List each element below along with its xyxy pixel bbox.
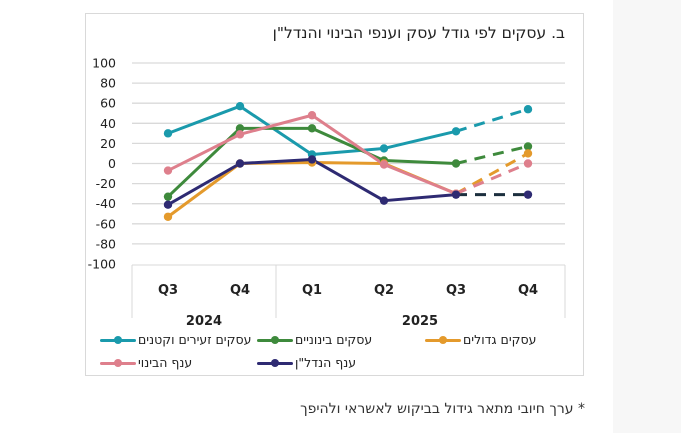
legend-item: עסקים בינוניים xyxy=(257,332,372,347)
y-tick-label: 0 xyxy=(108,156,116,171)
x-tick-label: Q3 xyxy=(446,283,466,298)
series-forecast-line xyxy=(455,144,529,165)
y-tick-label: -100 xyxy=(88,257,116,272)
data-point xyxy=(163,166,173,175)
legend-label: ענף הנדל"ן xyxy=(295,355,357,370)
data-point xyxy=(379,144,389,153)
side-panel xyxy=(613,0,681,433)
data-point xyxy=(451,159,461,168)
data-point xyxy=(235,102,245,111)
x-tick-label: Q1 xyxy=(302,283,322,298)
y-axis-ticks: 100 80 60 40 20 0 -20 -40 -60 -80 -100 xyxy=(88,56,116,272)
data-point xyxy=(451,190,461,199)
legend-item: ענף הנדל"ן xyxy=(257,355,356,370)
legend-label: עסקים בינוניים xyxy=(295,332,373,347)
legend-item: עסקים זעירים וקטנים xyxy=(100,332,251,347)
category-axis: Q3 Q4 Q1 Q2 Q3 Q4 2024 2025 xyxy=(131,264,566,329)
legend-swatch xyxy=(100,334,136,346)
data-point xyxy=(523,159,533,168)
y-tick-label: 80 xyxy=(100,76,116,91)
y-tick-label: 100 xyxy=(92,56,116,71)
data-point xyxy=(163,129,173,138)
data-point xyxy=(307,111,317,120)
y-tick-label: 20 xyxy=(100,136,116,151)
data-point xyxy=(163,200,173,209)
series-forecast-line xyxy=(455,152,529,195)
data-point xyxy=(379,196,389,205)
data-point xyxy=(163,212,173,221)
data-point xyxy=(523,149,533,158)
legend-label: ענף הבינוי xyxy=(138,355,193,370)
legend-label: עסקים גדולים xyxy=(463,332,537,347)
series-line xyxy=(167,160,457,218)
data-point xyxy=(451,127,461,136)
x-tick-label: Q3 xyxy=(158,283,178,298)
chart-title: ב. עסקים לפי גודל עסק וענפי הבינוי והנדל… xyxy=(272,24,565,42)
y-tick-label: 40 xyxy=(100,116,116,131)
series-points xyxy=(163,102,533,221)
data-point xyxy=(235,124,245,133)
data-point xyxy=(235,159,245,168)
data-point xyxy=(523,190,533,199)
data-point xyxy=(379,160,389,169)
legend-swatch xyxy=(257,357,293,369)
footnote: * ערך חיובי מתאר גידול בביקוש לאשראי ולה… xyxy=(300,401,585,417)
data-point xyxy=(307,124,317,133)
legend-label: עסקים זעירים וקטנים xyxy=(138,332,252,347)
series-forecast-line xyxy=(455,162,529,196)
legend-swatch xyxy=(425,334,461,346)
legend-item: ענף הבינוי xyxy=(100,355,192,370)
data-point xyxy=(523,105,533,114)
x-tick-label: Q4 xyxy=(518,283,538,298)
x-tick-label: Q2 xyxy=(374,283,394,298)
x-tick-label: Q4 xyxy=(230,283,250,298)
legend-item: עסקים גדולים xyxy=(425,332,536,347)
data-point xyxy=(235,130,245,139)
y-tick-label: 60 xyxy=(100,96,116,111)
y-tick-label: -60 xyxy=(96,216,116,231)
legend-swatch xyxy=(100,357,136,369)
y-tick-label: -40 xyxy=(96,196,116,211)
legend-swatch xyxy=(257,334,293,346)
data-point xyxy=(163,192,173,201)
y-tick-label: -80 xyxy=(96,236,116,251)
data-point xyxy=(307,155,317,164)
year-group-label: 2025 xyxy=(402,314,438,329)
year-group-label: 2024 xyxy=(186,314,222,329)
series-forecast-line xyxy=(455,107,529,133)
data-point xyxy=(523,142,533,151)
y-tick-label: -20 xyxy=(96,176,116,191)
